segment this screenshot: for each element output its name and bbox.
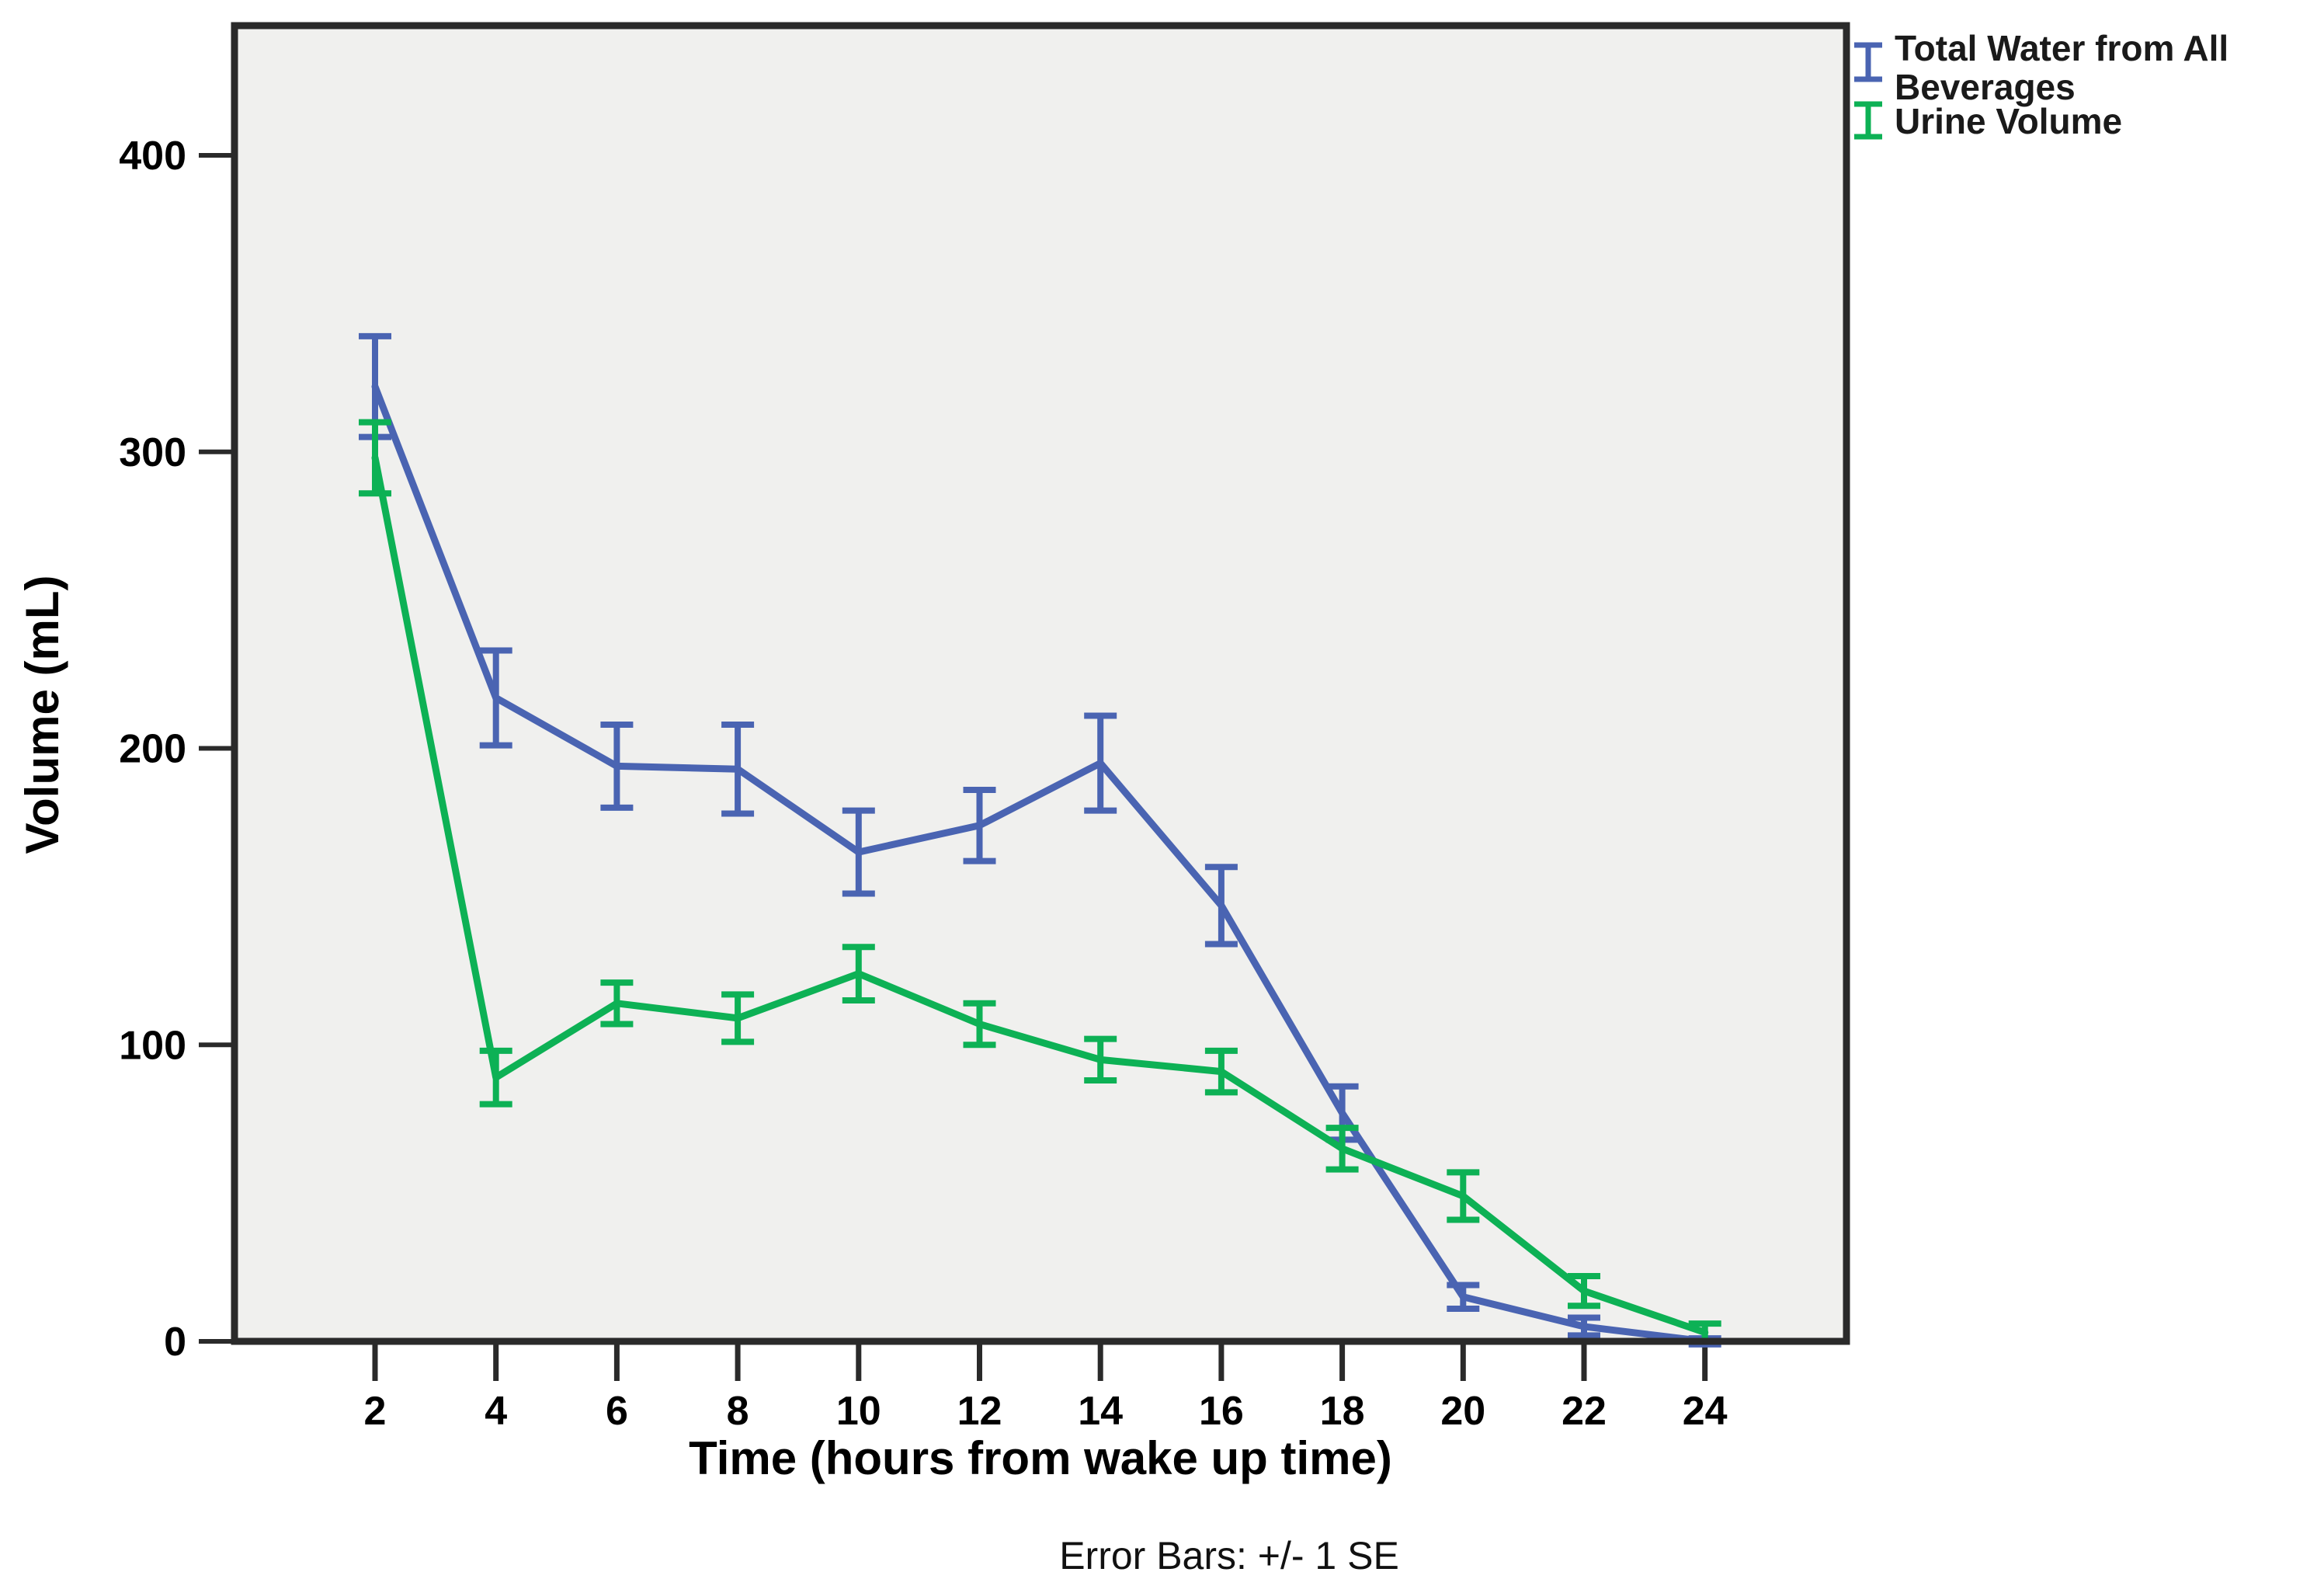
y-tick-label-100: 100	[119, 1023, 186, 1068]
x-tick-label-4: 4	[485, 1389, 507, 1434]
y-tick-label-400: 400	[119, 134, 186, 179]
error-bars-footnote: Error Bars: +/- 1 SE	[1059, 1534, 1399, 1577]
y-axis-title: Volume (mL)	[16, 576, 68, 854]
legend-label-total-water-line2: Beverages	[1895, 67, 2076, 107]
series-line-total-water-from-all-beverages	[371, 383, 1709, 1345]
legend-label-urine-volume: Urine Volume	[1895, 101, 2122, 141]
x-tick-label-18: 18	[1320, 1389, 1365, 1434]
legend-errorbar-icon-urine-volume	[1854, 101, 1882, 140]
y-tick-label-200: 200	[119, 727, 186, 772]
series-urine-volume	[359, 419, 1721, 1344]
y-ticks-group: 0 100 200 300 400	[119, 134, 234, 1365]
series-line-urine-volume	[371, 454, 1709, 1337]
x-axis-title: Time (hours from wake up time)	[689, 1432, 1392, 1484]
x-tick-label-6: 6	[606, 1389, 628, 1434]
legend-label-total-water-line1: Total Water from All	[1895, 28, 2228, 68]
series-group	[359, 332, 1721, 1348]
x-tick-label-8: 8	[727, 1389, 749, 1434]
legend-errorbar-icon-total-water	[1854, 42, 1882, 82]
legend: Total Water from All Beverages Urine Vol…	[1854, 28, 2228, 141]
x-tick-label-16: 16	[1199, 1389, 1244, 1434]
x-tick-label-24: 24	[1683, 1389, 1728, 1434]
plot-frame	[231, 22, 1850, 1345]
x-tick-label-14: 14	[1078, 1389, 1123, 1434]
y-tick-label-300: 300	[119, 430, 186, 475]
y-tick-label-0: 0	[164, 1320, 186, 1365]
x-ticks-group: 2 4 6 8 10 12 14 16 18 20 22 24	[364, 1344, 1728, 1434]
x-tick-label-12: 12	[957, 1389, 1002, 1434]
plot-area	[234, 26, 1846, 1341]
x-tick-label-2: 2	[364, 1389, 387, 1434]
x-tick-label-10: 10	[836, 1389, 881, 1434]
x-tick-label-20: 20	[1440, 1389, 1485, 1434]
series-total-water-from-all-beverages	[359, 332, 1721, 1348]
x-tick-label-22: 22	[1561, 1389, 1607, 1434]
